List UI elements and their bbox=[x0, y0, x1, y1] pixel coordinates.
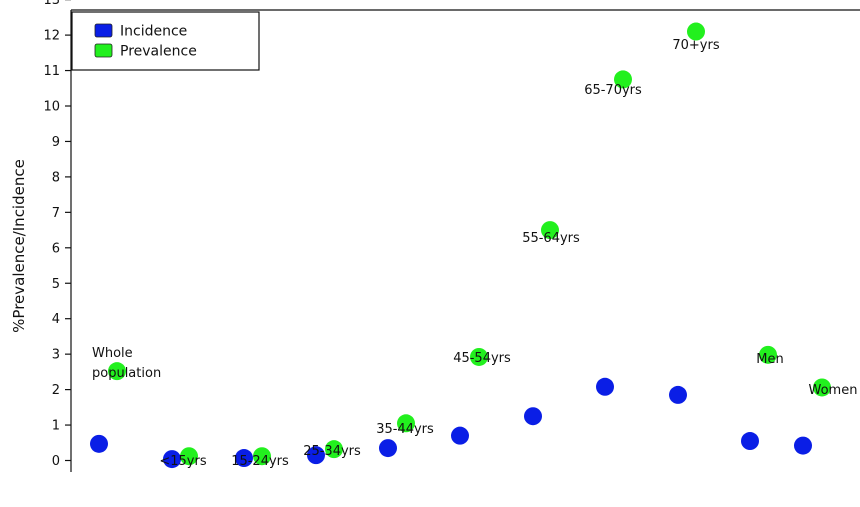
category-label: 45-54yrs bbox=[453, 351, 511, 366]
y-tick-label: 12 bbox=[43, 29, 60, 44]
y-tick-label: 7 bbox=[52, 206, 60, 221]
y-tick-label: 0 bbox=[52, 454, 60, 469]
y-tick-label: 4 bbox=[52, 312, 60, 327]
y-tick-label: 8 bbox=[52, 170, 60, 185]
legend-swatch bbox=[94, 43, 113, 58]
incidence-point bbox=[741, 432, 759, 451]
incidence-point bbox=[379, 439, 397, 458]
incidence-point bbox=[794, 436, 812, 455]
category-label: <15yrs bbox=[159, 454, 206, 469]
incidence-point bbox=[669, 385, 687, 404]
prevalence-point bbox=[759, 345, 777, 364]
prevalence-point bbox=[180, 447, 198, 466]
prevalence-point bbox=[614, 70, 632, 89]
category-label: 25-34yrs bbox=[303, 444, 361, 459]
incidence-point bbox=[90, 434, 108, 453]
category-label: 35-44yrs bbox=[376, 422, 434, 437]
category-label: 55-64yrs bbox=[522, 231, 580, 246]
legend-box bbox=[71, 11, 260, 71]
y-tick-label: 3 bbox=[52, 348, 60, 363]
y-tick-label: 2 bbox=[52, 383, 60, 398]
incidence-point bbox=[451, 426, 469, 445]
prevalence-point bbox=[253, 447, 271, 466]
incidence-point bbox=[596, 377, 614, 396]
prevalence-point bbox=[470, 347, 488, 366]
incidence-point bbox=[163, 450, 181, 469]
y-tick-label: 9 bbox=[52, 135, 60, 150]
prevalence-point bbox=[325, 440, 343, 459]
y-tick-label: 6 bbox=[52, 241, 60, 256]
category-label: 70+yrs bbox=[672, 38, 719, 53]
prevalence-point bbox=[108, 362, 126, 381]
legend-label: Prevalence bbox=[120, 44, 197, 60]
category-label: Men bbox=[756, 352, 783, 367]
legend-swatch bbox=[94, 23, 113, 38]
category-label: 65-70yrs bbox=[584, 83, 642, 98]
category-label: Women bbox=[809, 383, 858, 398]
incidence-point bbox=[235, 449, 253, 468]
incidence-point bbox=[524, 407, 542, 426]
y-tick-label: 11 bbox=[43, 64, 60, 79]
legend-label: Incidence bbox=[120, 24, 187, 40]
y-tick-label: 1 bbox=[52, 419, 60, 434]
y-axis-title: %Prevalence/Incidence bbox=[10, 159, 28, 333]
category-label: 15-24yrs bbox=[231, 454, 289, 469]
incidence-point bbox=[307, 446, 325, 465]
prevalence-point bbox=[687, 22, 705, 41]
y-tick-label: 10 bbox=[43, 100, 60, 115]
y-tick-label: 13 bbox=[43, 0, 60, 8]
prevalence-point bbox=[541, 221, 559, 240]
y-tick-label: 5 bbox=[52, 277, 60, 292]
category-label: Whole population bbox=[92, 346, 161, 381]
prevalence-point bbox=[397, 414, 415, 433]
prevalence-point bbox=[813, 378, 831, 397]
